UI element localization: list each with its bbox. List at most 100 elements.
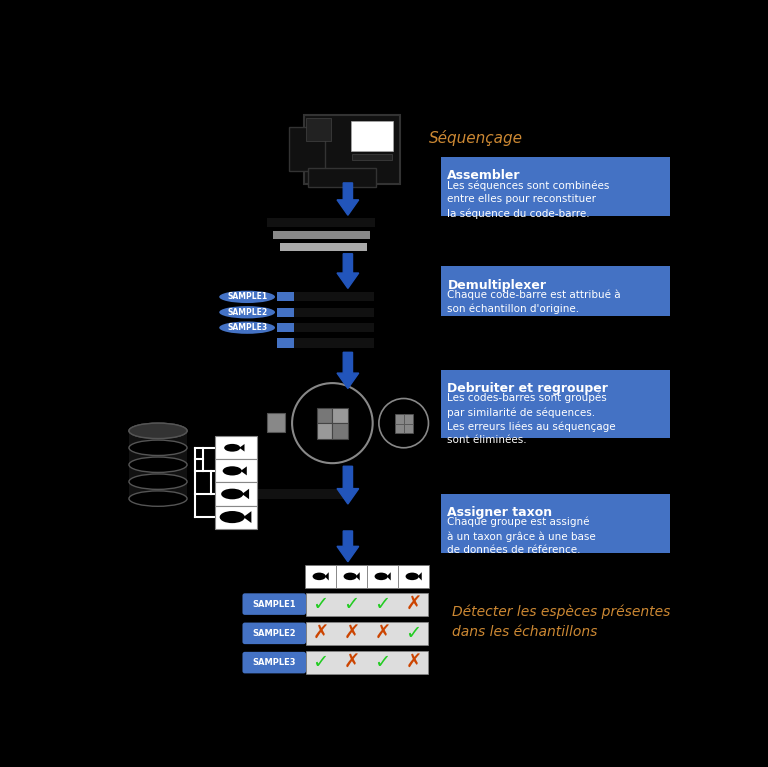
Polygon shape	[240, 444, 244, 452]
Text: ✓: ✓	[375, 653, 391, 672]
FancyBboxPatch shape	[333, 423, 348, 439]
Text: Assigner taxon: Assigner taxon	[448, 506, 552, 519]
FancyBboxPatch shape	[266, 218, 375, 227]
Ellipse shape	[343, 573, 357, 580]
Text: SAMPLE3: SAMPLE3	[227, 323, 267, 332]
FancyBboxPatch shape	[243, 623, 306, 644]
Ellipse shape	[129, 423, 187, 439]
Text: Chaque groupe est assigné
à un taxon grâce à une base
de données de référence.: Chaque groupe est assigné à un taxon grâ…	[448, 517, 596, 555]
FancyBboxPatch shape	[336, 565, 367, 588]
Text: ✓: ✓	[406, 624, 422, 643]
FancyArrow shape	[337, 531, 359, 561]
Polygon shape	[387, 572, 391, 581]
Text: Les codes-barres sont groupés
par similarité de séquences.
Les erreurs liées au : Les codes-barres sont groupés par simila…	[448, 393, 616, 446]
Text: ✗: ✗	[406, 594, 422, 614]
Ellipse shape	[129, 423, 187, 439]
Text: Les séquences sont combinées
entre elles pour reconstituer
la séquence du code-b: Les séquences sont combinées entre elles…	[448, 180, 610, 219]
FancyBboxPatch shape	[215, 482, 257, 505]
FancyBboxPatch shape	[215, 505, 257, 528]
FancyBboxPatch shape	[215, 459, 257, 482]
Ellipse shape	[221, 489, 243, 499]
FancyBboxPatch shape	[306, 622, 429, 645]
FancyBboxPatch shape	[129, 431, 187, 500]
FancyBboxPatch shape	[280, 243, 367, 252]
FancyBboxPatch shape	[333, 408, 348, 423]
Ellipse shape	[313, 573, 326, 580]
FancyBboxPatch shape	[441, 494, 670, 553]
Text: ✗: ✗	[375, 624, 391, 643]
Text: Détecter les espèces présentes
dans les échantillons: Détecter les espèces présentes dans les …	[452, 604, 671, 639]
Text: ✗: ✗	[406, 653, 422, 672]
FancyArrow shape	[337, 183, 359, 216]
Ellipse shape	[129, 457, 187, 472]
Text: SAMPLE2: SAMPLE2	[253, 629, 296, 638]
Text: SAMPLE3: SAMPLE3	[253, 658, 296, 667]
Polygon shape	[242, 489, 249, 499]
Ellipse shape	[219, 321, 275, 334]
FancyBboxPatch shape	[317, 408, 333, 423]
FancyBboxPatch shape	[306, 651, 429, 674]
FancyBboxPatch shape	[305, 565, 336, 588]
FancyBboxPatch shape	[303, 115, 400, 183]
FancyBboxPatch shape	[277, 338, 294, 347]
FancyBboxPatch shape	[351, 120, 392, 151]
Ellipse shape	[219, 306, 275, 318]
Polygon shape	[325, 572, 329, 581]
FancyBboxPatch shape	[266, 413, 285, 432]
FancyBboxPatch shape	[277, 338, 374, 347]
FancyBboxPatch shape	[277, 292, 294, 301]
Text: Demultiplexer: Demultiplexer	[448, 278, 546, 291]
FancyBboxPatch shape	[277, 323, 374, 332]
Text: ✗: ✗	[343, 624, 360, 643]
FancyArrow shape	[337, 254, 359, 288]
Ellipse shape	[219, 291, 275, 303]
FancyArrow shape	[337, 466, 359, 504]
Text: ✓: ✓	[313, 594, 329, 614]
FancyBboxPatch shape	[352, 153, 392, 160]
FancyBboxPatch shape	[441, 370, 670, 437]
Ellipse shape	[224, 444, 240, 452]
Polygon shape	[356, 572, 359, 581]
Text: SAMPLE1: SAMPLE1	[227, 292, 267, 301]
FancyBboxPatch shape	[395, 423, 404, 433]
Polygon shape	[240, 466, 247, 476]
FancyBboxPatch shape	[277, 308, 374, 317]
Ellipse shape	[375, 573, 388, 580]
FancyBboxPatch shape	[277, 308, 294, 317]
Ellipse shape	[220, 511, 245, 523]
FancyBboxPatch shape	[243, 594, 306, 615]
Text: ✗: ✗	[313, 624, 329, 643]
FancyBboxPatch shape	[308, 168, 376, 186]
Text: ✓: ✓	[343, 594, 360, 614]
Text: ✓: ✓	[375, 594, 391, 614]
FancyBboxPatch shape	[404, 423, 413, 433]
Ellipse shape	[129, 440, 187, 456]
FancyBboxPatch shape	[257, 489, 346, 499]
FancyBboxPatch shape	[273, 231, 369, 239]
Text: Séquençage: Séquençage	[429, 130, 523, 146]
FancyBboxPatch shape	[306, 118, 331, 141]
FancyBboxPatch shape	[441, 157, 670, 216]
FancyBboxPatch shape	[277, 292, 374, 301]
FancyBboxPatch shape	[243, 652, 306, 673]
FancyBboxPatch shape	[317, 423, 333, 439]
FancyBboxPatch shape	[404, 414, 413, 423]
Ellipse shape	[129, 491, 187, 506]
Polygon shape	[243, 511, 251, 523]
FancyBboxPatch shape	[215, 436, 257, 459]
Ellipse shape	[129, 474, 187, 489]
Text: Debruiter et regrouper: Debruiter et regrouper	[448, 382, 608, 395]
FancyBboxPatch shape	[277, 323, 294, 332]
Text: SAMPLE2: SAMPLE2	[227, 308, 267, 317]
FancyBboxPatch shape	[441, 266, 670, 317]
FancyBboxPatch shape	[289, 127, 326, 171]
Text: Chaque code-barre est attribué à
son échantillon d'origine.: Chaque code-barre est attribué à son éch…	[448, 289, 621, 314]
Ellipse shape	[223, 466, 242, 476]
Polygon shape	[418, 572, 422, 581]
Ellipse shape	[406, 573, 419, 580]
FancyBboxPatch shape	[399, 565, 429, 588]
Text: ✓: ✓	[313, 653, 329, 672]
Text: ✗: ✗	[343, 653, 360, 672]
FancyArrow shape	[337, 352, 359, 389]
FancyBboxPatch shape	[306, 593, 429, 616]
